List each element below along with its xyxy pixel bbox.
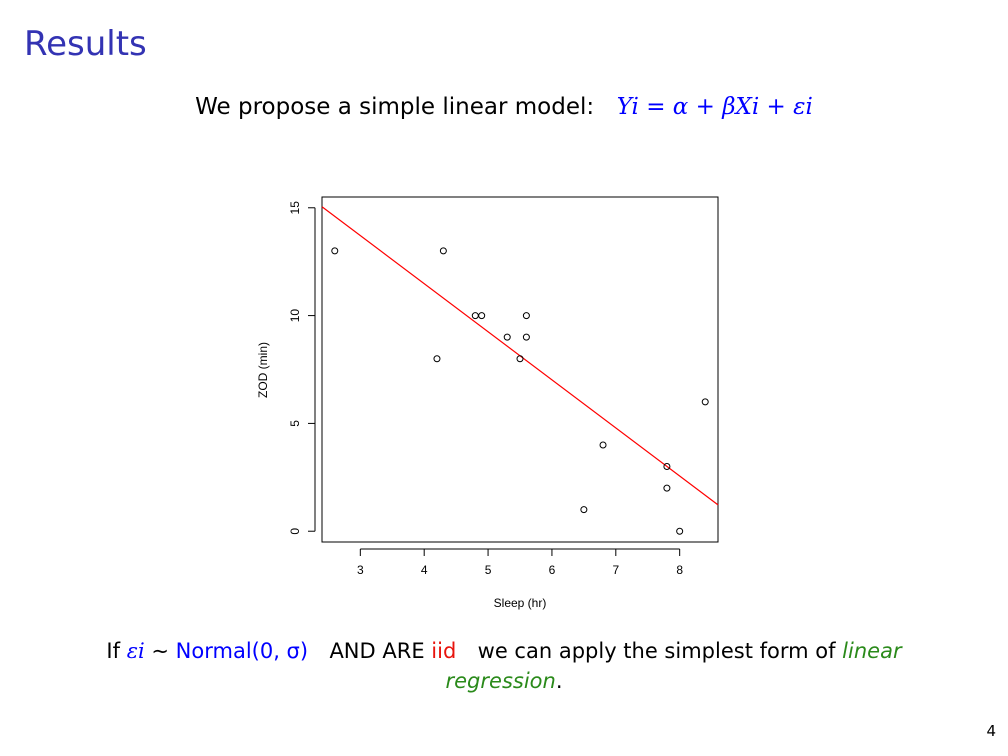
model-statement: We propose a simple linear model: Yi = α… <box>0 94 1008 120</box>
conclusion-distribution: Normal(0, σ) <box>175 639 309 663</box>
data-point <box>676 527 684 535</box>
conclusion-if: If <box>106 639 120 663</box>
data-point <box>516 355 524 363</box>
x-tick-label: 8 <box>676 563 683 577</box>
data-point <box>439 247 447 255</box>
plot-frame <box>321 196 719 543</box>
model-intro: We propose a simple linear model: <box>195 94 595 120</box>
data-point <box>503 333 511 341</box>
data-point <box>471 312 479 320</box>
page-number: 4 <box>986 722 996 740</box>
data-point <box>331 247 339 255</box>
scatter-chart: 3 4 5 6 7 8 0 5 10 15 Sleep (hr) ZOD (min) <box>256 196 719 610</box>
conclusion-iid: iid <box>431 639 457 663</box>
data-point <box>522 312 530 320</box>
slide-title: Results <box>24 24 147 64</box>
conclusion-middle: we can apply the simplest form of <box>477 639 836 663</box>
conclusion-period: . <box>555 669 563 693</box>
data-point <box>663 484 671 492</box>
x-axis-label: Sleep (hr) <box>494 596 547 610</box>
data-point <box>522 333 530 341</box>
data-point <box>478 312 486 320</box>
y-tick-label: 15 <box>288 201 302 215</box>
data-point <box>433 355 441 363</box>
x-tick-label: 4 <box>421 563 428 577</box>
data-point <box>663 463 671 471</box>
conclusion-text: If εi ∼ Normal(0, σ) AND ARE iid we can … <box>0 636 1008 696</box>
x-tick-label: 6 <box>549 563 556 577</box>
x-tick-label: 5 <box>485 563 492 577</box>
conclusion-regression: regression <box>445 669 556 693</box>
data-point <box>701 398 709 406</box>
conclusion-epsilon: εi <box>126 639 145 663</box>
conclusion-and-are: AND ARE <box>329 639 425 663</box>
x-tick-label: 7 <box>612 563 619 577</box>
data-point <box>599 441 607 449</box>
model-equation: Yi = α + βXi + εi <box>616 94 813 120</box>
conclusion-linear: linear <box>842 639 902 663</box>
y-tick-label: 10 <box>288 309 302 323</box>
conclusion-tilde: ∼ <box>151 639 169 663</box>
x-tick-label: 3 <box>357 563 364 577</box>
y-tick-label: 0 <box>288 528 302 535</box>
data-point <box>580 506 588 514</box>
y-tick-label: 5 <box>288 420 302 427</box>
y-axis-label: ZOD (min) <box>256 342 270 398</box>
